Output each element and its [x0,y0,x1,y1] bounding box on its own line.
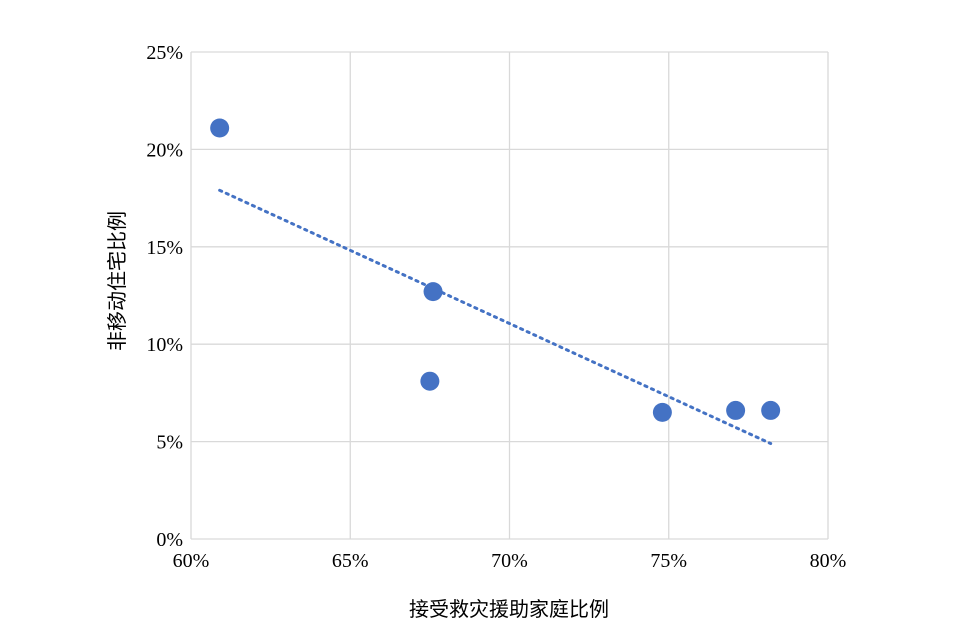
y-tick-label: 5% [156,432,183,454]
x-tick-label: 80% [810,550,847,572]
x-axis-title: 接受救灾援助家庭比例 [409,597,609,621]
data-points-layer [210,118,781,422]
tick-labels-layer: 60% 65% 70% 75% 80% 0% 5% 10% 15% 20% 25% [146,42,846,572]
data-point [420,371,440,391]
y-tick-label: 20% [146,139,183,161]
y-tick-label: 15% [146,237,183,259]
trendline [218,188,773,446]
data-point [652,402,672,422]
x-tick-label: 65% [332,550,369,572]
data-point [210,118,230,138]
y-axis-title: 非移动住宅比例 [105,211,129,351]
data-point [726,400,746,420]
trendline-layer [218,188,773,446]
x-tick-label: 60% [173,550,210,572]
x-tick-label: 75% [650,550,687,572]
y-tick-label: 10% [146,334,183,356]
grid-layer [190,51,829,540]
data-point [761,400,781,420]
y-tick-label: 25% [146,42,183,64]
x-tick-label: 70% [491,550,528,572]
data-point [423,282,443,302]
y-tick-label: 0% [156,529,183,551]
